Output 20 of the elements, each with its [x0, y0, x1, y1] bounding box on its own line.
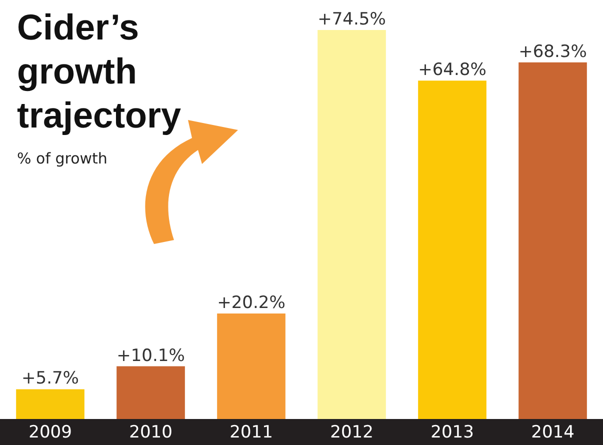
data-label: +68.3%: [518, 42, 587, 62]
x-tick-label: 2009: [28, 422, 72, 442]
bar: [116, 366, 185, 419]
x-tick-label: 2012: [330, 422, 374, 442]
data-label: +10.1%: [116, 346, 185, 366]
text: Cider’s growth trajectory: [17, 6, 182, 136]
bar: [418, 80, 486, 419]
data-label: +5.7%: [22, 368, 79, 389]
data-label: +74.5%: [318, 10, 386, 30]
bar: [318, 30, 386, 419]
bar: [217, 314, 286, 419]
x-tick-label: 2013: [430, 422, 474, 442]
data-label: +64.8%: [418, 60, 486, 80]
bar: [518, 62, 587, 419]
text: % of growth: [17, 150, 108, 168]
bar: [16, 389, 84, 419]
x-tick-label: 2010: [129, 422, 172, 442]
data-label: +20.2%: [217, 293, 286, 314]
x-tick-label: 2014: [531, 422, 574, 442]
x-tick-label: 2011: [230, 422, 273, 442]
